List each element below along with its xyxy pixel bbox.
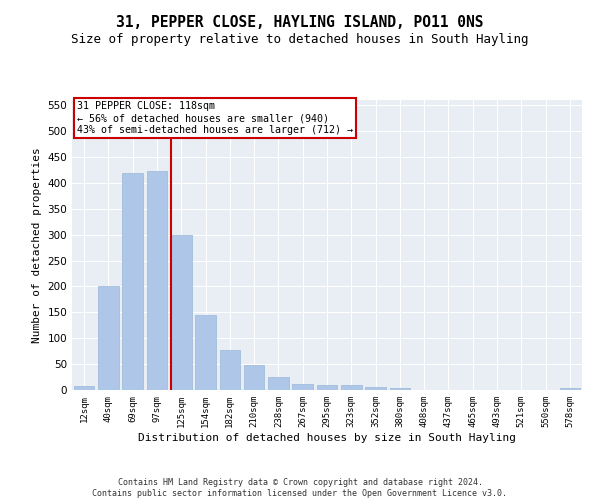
Bar: [98, 286, 119, 390]
Text: 31 PEPPER CLOSE: 118sqm
← 56% of detached houses are smaller (940)
43% of semi-d: 31 PEPPER CLOSE: 118sqm ← 56% of detache…: [77, 102, 353, 134]
Bar: [560, 388, 580, 390]
Bar: [220, 350, 240, 390]
Bar: [317, 385, 337, 390]
Bar: [244, 365, 265, 390]
Bar: [195, 315, 216, 390]
Bar: [292, 384, 313, 390]
Bar: [122, 172, 143, 390]
Text: Size of property relative to detached houses in South Hayling: Size of property relative to detached ho…: [71, 32, 529, 46]
Text: Contains HM Land Registry data © Crown copyright and database right 2024.
Contai: Contains HM Land Registry data © Crown c…: [92, 478, 508, 498]
Bar: [146, 172, 167, 390]
Bar: [341, 385, 362, 390]
Bar: [268, 377, 289, 390]
Bar: [389, 388, 410, 390]
Text: 31, PEPPER CLOSE, HAYLING ISLAND, PO11 0NS: 31, PEPPER CLOSE, HAYLING ISLAND, PO11 0…: [116, 15, 484, 30]
Bar: [171, 234, 191, 390]
Bar: [74, 386, 94, 390]
Bar: [365, 388, 386, 390]
Y-axis label: Number of detached properties: Number of detached properties: [32, 147, 42, 343]
X-axis label: Distribution of detached houses by size in South Hayling: Distribution of detached houses by size …: [138, 432, 516, 442]
